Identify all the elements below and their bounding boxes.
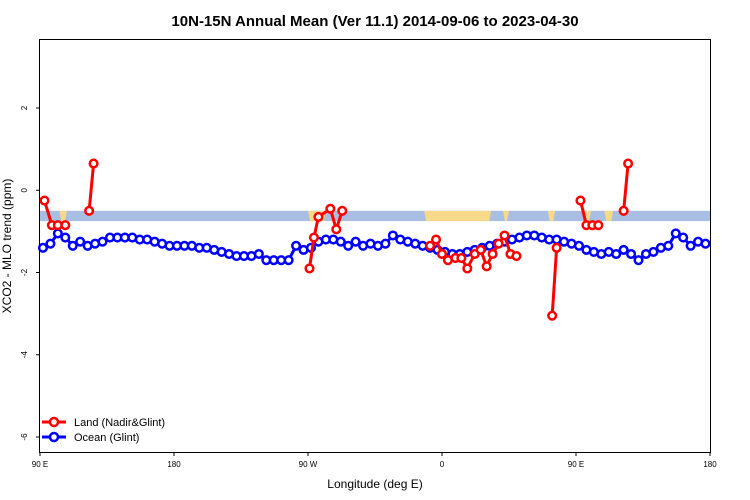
- ocean-point: [75, 236, 86, 247]
- land-point: [487, 248, 498, 260]
- y-tick-label: 0: [20, 187, 29, 192]
- x-axis-title: Longitude (deg E): [327, 477, 422, 491]
- land-point: [325, 203, 336, 214]
- ocean-point: [380, 238, 391, 249]
- ocean-point: [350, 236, 361, 247]
- ocean-point: [663, 240, 674, 251]
- land-point: [511, 250, 522, 262]
- ocean-point: [291, 240, 302, 251]
- ocean-point: [700, 238, 711, 249]
- x-axis: 90 E 180 90 W 0 90 E 180: [32, 452, 717, 469]
- ocean-point: [60, 232, 71, 243]
- ocean-point: [253, 248, 264, 260]
- land-series-line: [622, 163, 630, 211]
- legend-ocean-marker: [48, 431, 60, 443]
- land-point: [593, 220, 604, 231]
- plot-frame: [39, 39, 711, 453]
- land-band-segment: [59, 210, 67, 222]
- land-point: [84, 205, 95, 216]
- x-tick-label: 180: [167, 460, 181, 469]
- ocean-point: [45, 238, 56, 249]
- land-point: [60, 220, 71, 231]
- ocean-point: [611, 248, 622, 260]
- land-point: [551, 242, 562, 253]
- ocean-point: [685, 240, 696, 251]
- ocean-band: [40, 210, 710, 222]
- y-tick-label: -4: [20, 351, 29, 359]
- land-point: [436, 248, 448, 260]
- land-point: [462, 263, 473, 274]
- land-series-line: [550, 247, 559, 316]
- ocean-point: [67, 240, 78, 251]
- land-point: [575, 195, 586, 206]
- land-point: [430, 234, 442, 245]
- ocean-point: [626, 248, 637, 260]
- land-point: [618, 205, 629, 216]
- land-point: [481, 261, 492, 272]
- land-point: [499, 230, 510, 241]
- land-point: [331, 224, 342, 235]
- ocean-point: [618, 244, 629, 255]
- ocean-point: [678, 232, 689, 243]
- x-tick-label: 90 E: [32, 460, 48, 469]
- legend: Land (Nadir&Glint) Ocean (Glint): [42, 416, 165, 444]
- land-point: [456, 253, 467, 264]
- land-series-line: [87, 163, 96, 211]
- land-band-segment: [604, 210, 614, 222]
- land-point: [88, 158, 99, 169]
- ocean-point: [573, 240, 585, 251]
- ocean-point: [335, 236, 346, 247]
- land-band-segment: [424, 210, 492, 222]
- series-layer: [37, 158, 711, 321]
- land-point: [308, 232, 320, 243]
- y-tick-label: -6: [20, 433, 29, 441]
- ocean-point: [648, 246, 659, 257]
- x-tick-label: 90 W: [299, 460, 318, 469]
- ocean-point: [283, 255, 294, 266]
- land-point: [475, 244, 486, 255]
- legend-land-label: Land (Nadir&Glint): [74, 417, 165, 429]
- coverage-band: [40, 210, 710, 222]
- x-tick-label: 90 E: [568, 460, 584, 469]
- land-point: [425, 240, 436, 251]
- land-point: [313, 211, 324, 223]
- land-point: [337, 205, 348, 216]
- ocean-point: [97, 236, 108, 247]
- land-band-segment: [503, 210, 509, 222]
- land-point: [623, 158, 634, 169]
- chart-title: 10N-15N Annual Mean (Ver 11.1) 2014-09-0…: [171, 13, 578, 30]
- land-point: [304, 263, 315, 274]
- land-point: [547, 310, 558, 321]
- legend-ocean-label: Ocean (Glint): [74, 432, 139, 444]
- legend-land-marker: [48, 416, 60, 428]
- y-axis-title: XCO2 - MLO trend (ppm): [0, 179, 14, 314]
- ocean-point: [387, 230, 398, 241]
- y-tick-label: 2: [20, 105, 29, 110]
- ocean-point: [670, 228, 681, 239]
- y-axis: 2 0 -2 -4 -6: [20, 105, 40, 441]
- land-band-segment: [547, 210, 556, 222]
- x-tick-label: 0: [440, 460, 445, 469]
- ocean-point: [633, 255, 644, 266]
- land-point: [493, 238, 504, 249]
- x-tick-label: 180: [703, 460, 717, 469]
- y-tick-label: -2: [20, 268, 29, 276]
- land-point: [39, 195, 50, 206]
- ocean-point: [343, 240, 354, 251]
